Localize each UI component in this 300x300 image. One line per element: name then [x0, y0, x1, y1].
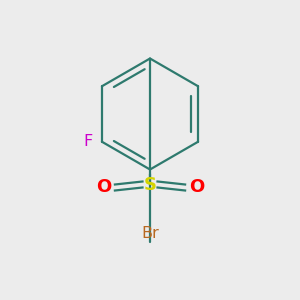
- Text: F: F: [84, 134, 93, 149]
- Text: O: O: [96, 178, 111, 196]
- Text: O: O: [189, 178, 204, 196]
- Text: Br: Br: [141, 226, 159, 242]
- Text: S: S: [143, 176, 157, 194]
